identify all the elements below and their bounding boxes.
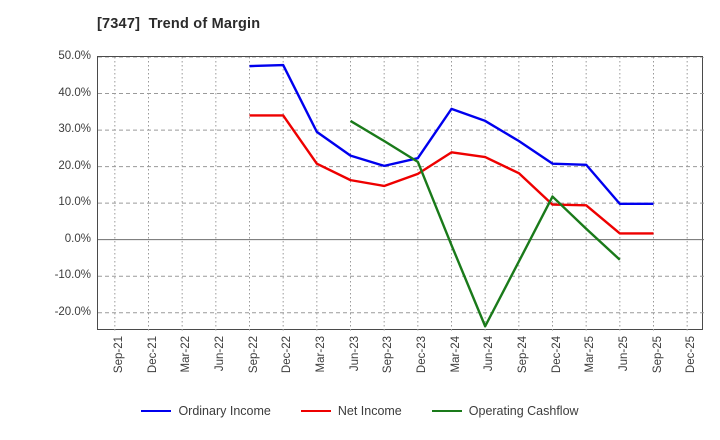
y-axis-tick-label: 20.0% [58, 159, 91, 172]
legend-line-swatch [141, 410, 172, 412]
legend-item[interactable]: Operating Cashflow [431, 404, 579, 418]
y-axis-tick-label: -20.0% [54, 305, 91, 318]
x-axis-tick-label: Jun-24 [483, 336, 496, 372]
y-axis-tick-label: -10.0% [54, 269, 91, 282]
legend-item-label: Ordinary Income [178, 404, 271, 418]
y-axis-tick-label: 0.0% [64, 232, 91, 245]
x-axis-tick-label: Sep-21 [112, 336, 125, 374]
x-axis-tick-label: Jun-22 [213, 336, 226, 372]
y-axis-tick-label: 30.0% [58, 123, 91, 136]
x-axis-tick-label: Mar-25 [584, 336, 597, 373]
series-line-ordinary-income [249, 63, 654, 206]
x-axis-tick-label: Jun-23 [348, 336, 361, 372]
x-axis-tick-label: Dec-24 [550, 336, 563, 374]
series-line-operating-cashflow [349, 119, 621, 328]
x-axis: Sep-21 Dec-21 Mar-22 Jun-22 Sep-22 Dec-22 Mar-… [0, 336, 720, 396]
y-axis-tick-label: 50.0% [58, 50, 91, 62]
x-axis-tick-label: Dec-22 [281, 336, 294, 374]
x-axis-tick-label: Jun-25 [617, 336, 630, 372]
y-axis-tick-label: 40.0% [58, 86, 91, 99]
x-axis-tick-label: Mar-23 [314, 336, 327, 373]
x-axis-tick-label: Dec-23 [415, 336, 428, 374]
legend-line-swatch [431, 410, 462, 412]
legend-item[interactable]: Net Income [300, 404, 402, 418]
plot-area [97, 56, 704, 331]
y-axis-tick-label: 10.0% [58, 196, 91, 209]
x-axis-tick-label: Dec-25 [685, 336, 698, 374]
x-axis-tick-label: Sep-25 [651, 336, 664, 374]
x-axis-tick-label: Mar-22 [180, 336, 193, 373]
x-axis-tick-label: Sep-23 [382, 336, 395, 374]
x-axis-tick-label: Dec-21 [146, 336, 159, 374]
legend-item-label: Net Income [337, 404, 402, 418]
plot-svg [98, 57, 704, 331]
chart-legend: Ordinary Income Net Income Operating Cashf… [0, 398, 720, 424]
chart-title: [7347] Trend of Margin [97, 16, 261, 32]
legend-item-label: Operating Cashflow [468, 404, 579, 418]
y-axis: 50.0% 40.0% 30.0% 20.0% 10.0% 0.0% -10.0% -20.0… [38, 0, 91, 440]
legend-line-swatch [300, 410, 331, 412]
x-axis-tick-label: Mar-24 [449, 336, 462, 373]
x-axis-tick-label: Sep-22 [247, 336, 260, 374]
series-line-net-income [249, 114, 654, 235]
legend-item[interactable]: Ordinary Income [141, 404, 271, 418]
x-axis-tick-label: Sep-24 [516, 336, 529, 374]
